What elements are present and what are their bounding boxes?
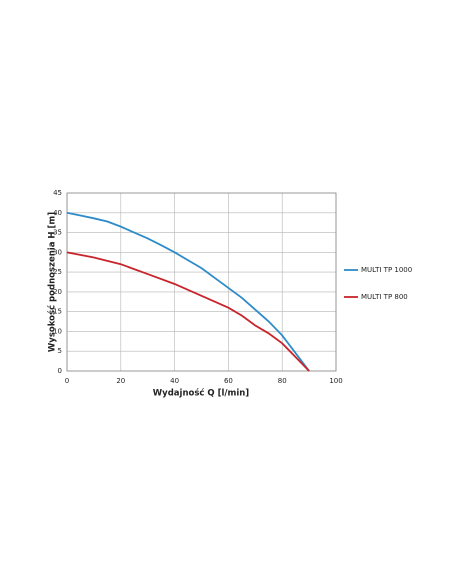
y-axis-label: Wysokość podnoszenia H [m] [47, 212, 58, 352]
x-tick-label: 0 [65, 377, 69, 385]
x-tick-label: 100 [329, 377, 342, 385]
y-tick-label: 30 [53, 248, 62, 256]
series-line [66, 211, 310, 372]
y-tick-label: 25 [53, 268, 62, 276]
y-tick-label: 40 [53, 209, 62, 217]
y-tick-label: 20 [53, 288, 62, 296]
y-tick-label: 5 [58, 347, 62, 355]
x-tick-label: 60 [224, 377, 233, 385]
x-tick-label: 20 [116, 377, 125, 385]
x-axis-label: Wydajność Q [l/min] [153, 388, 250, 399]
y-tick-label: 15 [53, 308, 62, 316]
legend-label: MULTI TP 1000 [361, 266, 412, 274]
series-line [66, 251, 310, 372]
y-tick-label: 0 [58, 367, 62, 375]
x-tick-label: 40 [170, 377, 179, 385]
y-tick-label: 45 [53, 189, 62, 197]
x-tick-label: 80 [278, 377, 287, 385]
y-tick-label: 10 [53, 327, 62, 335]
y-tick-label: 35 [53, 229, 62, 237]
legend-label: MULTI TP 800 [361, 293, 408, 301]
plot-frame [66, 192, 337, 372]
